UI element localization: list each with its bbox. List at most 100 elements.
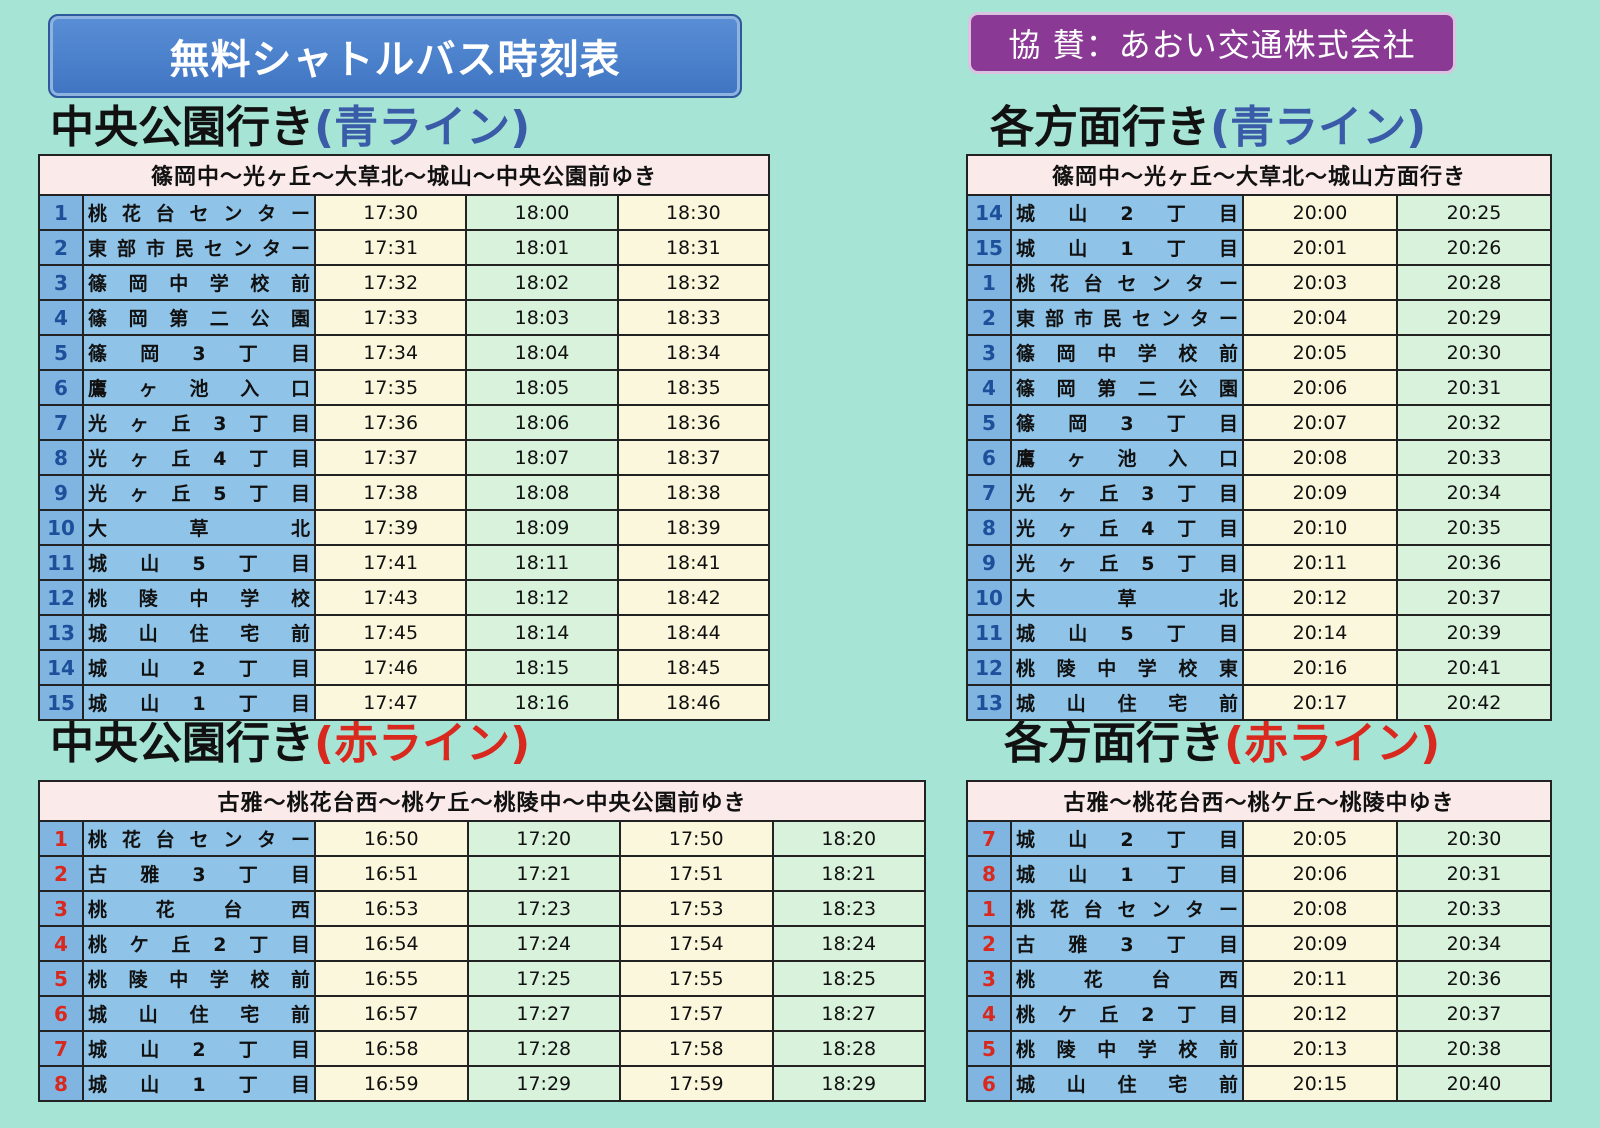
- departure-time: 16:54: [314, 925, 469, 962]
- stop-name: 桃花台西: [1010, 960, 1244, 997]
- stop-number: 9: [38, 474, 84, 511]
- table-row: 7 城山2丁目 16:58 17:28 17:58 18:28: [38, 1030, 926, 1067]
- departure-time: 20:31: [1396, 369, 1552, 406]
- departure-time: 18:16: [465, 684, 619, 721]
- departure-time: 20:26: [1396, 229, 1552, 266]
- departure-time: 17:30: [313, 194, 468, 231]
- page-title: 無料シャトルバス時刻表: [48, 14, 742, 98]
- stop-name: 光ヶ丘3丁目: [82, 404, 316, 441]
- stop-name: 桃陵中学校前: [1010, 1030, 1244, 1067]
- stop-name: 桃陵中学校前: [82, 960, 316, 997]
- table-row: 7 城山2丁目 20:05 20:30: [966, 820, 1552, 857]
- stop-number: 3: [38, 890, 84, 927]
- departure-time: 20:07: [1242, 404, 1398, 441]
- departure-time: 17:39: [313, 509, 468, 546]
- departure-time: 17:43: [313, 579, 468, 616]
- departure-time: 20:06: [1242, 369, 1398, 406]
- departure-time: 17:53: [619, 890, 774, 927]
- departure-time: 16:51: [314, 855, 469, 892]
- heading-central-red: 中央公園行き(赤ライン): [50, 722, 530, 766]
- departure-time: 18:44: [616, 614, 771, 651]
- stop-name: 城山5丁目: [1010, 614, 1244, 651]
- timetable-central-red: 古雅〜桃花台西〜桃ケ丘〜桃陵中〜中央公園前ゆき 1 桃花台センター 16:50 17:2…: [38, 780, 926, 1102]
- table-row: 4 篠岡第二公園 17:33 18:03 18:33: [38, 299, 771, 336]
- departure-time: 18:28: [771, 1030, 926, 1067]
- departure-time: 18:08: [465, 474, 619, 511]
- departure-time: 18:03: [465, 299, 619, 336]
- table-row: 4 桃ケ丘2丁目 16:54 17:24 17:54 18:24: [38, 925, 926, 962]
- departure-time: 18:05: [465, 369, 619, 406]
- stop-name: 鷹ヶ池入口: [82, 369, 316, 406]
- heading-text: 中央公園行き: [50, 718, 314, 769]
- line-label: (赤ライン): [1224, 718, 1441, 769]
- table-row: 6 鷹ヶ池入口 20:08 20:33: [966, 439, 1552, 476]
- table-row: 1 桃花台センター 20:08 20:33: [966, 890, 1552, 927]
- departure-time: 18:37: [616, 439, 771, 476]
- departure-time: 18:11: [465, 544, 619, 581]
- table-row: 8 城山1丁目 20:06 20:31: [966, 855, 1552, 892]
- departure-time: 17:28: [466, 1030, 621, 1067]
- table-row: 5 桃陵中学校前 20:13 20:38: [966, 1030, 1552, 1067]
- stop-number: 11: [966, 614, 1012, 651]
- stop-name: 城山5丁目: [82, 544, 316, 581]
- heading-outbound-blue: 各方面行き(青ライン): [990, 106, 1426, 150]
- stop-number: 3: [38, 264, 84, 301]
- departure-time: 18:07: [465, 439, 619, 476]
- table-row: 10 大草北 17:39 18:09 18:39: [38, 509, 771, 546]
- table-row: 13 城山住宅前 20:17 20:42: [966, 684, 1552, 721]
- stop-name: 篠岡中学校前: [1010, 334, 1244, 371]
- table-row: 4 桃ケ丘2丁目 20:12 20:37: [966, 995, 1552, 1032]
- departure-time: 18:30: [616, 194, 771, 231]
- stop-name: 鷹ヶ池入口: [1010, 439, 1244, 476]
- table-row: 1 桃花台センター 16:50 17:20 17:50 18:20: [38, 820, 926, 857]
- stop-number: 8: [38, 1065, 84, 1102]
- departure-time: 17:24: [466, 925, 621, 962]
- stop-name: 桃花台センター: [82, 194, 316, 231]
- departure-time: 18:41: [616, 544, 771, 581]
- departure-time: 18:36: [616, 404, 771, 441]
- stop-name: 城山住宅前: [1010, 684, 1244, 721]
- table-row: 5 篠岡3丁目 20:07 20:32: [966, 404, 1552, 441]
- stop-name: 桃陵中学校: [82, 579, 316, 616]
- stop-name: 城山住宅前: [1010, 1065, 1244, 1102]
- stop-number: 14: [38, 649, 84, 686]
- table-row: 1 桃花台センター 17:30 18:00 18:30: [38, 194, 771, 231]
- route-header: 篠岡中〜光ヶ丘〜大草北〜城山方面行き: [966, 154, 1552, 196]
- departure-time: 17:59: [619, 1065, 774, 1102]
- stop-name: 光ヶ丘5丁目: [82, 474, 316, 511]
- table-row: 9 光ヶ丘5丁目 20:11 20:36: [966, 544, 1552, 581]
- departure-time: 16:59: [314, 1065, 469, 1102]
- stop-name: 光ヶ丘3丁目: [1010, 474, 1244, 511]
- departure-time: 17:46: [313, 649, 468, 686]
- departure-time: 17:27: [466, 995, 621, 1032]
- table-row: 8 光ヶ丘4丁目 20:10 20:35: [966, 509, 1552, 546]
- stop-name: 城山2丁目: [1010, 820, 1244, 857]
- table-row: 4 篠岡第二公園 20:06 20:31: [966, 369, 1552, 406]
- departure-time: 20:11: [1242, 960, 1398, 997]
- departure-time: 16:53: [314, 890, 469, 927]
- stop-number: 10: [38, 509, 84, 546]
- departure-time: 18:27: [771, 995, 926, 1032]
- table-row: 11 城山5丁目 17:41 18:11 18:41: [38, 544, 771, 581]
- table-row: 3 篠岡中学校前 20:05 20:30: [966, 334, 1552, 371]
- stop-number: 2: [38, 229, 84, 266]
- departure-time: 17:20: [466, 820, 621, 857]
- departure-time: 20:38: [1396, 1030, 1552, 1067]
- departure-time: 20:39: [1396, 614, 1552, 651]
- table-row: 6 鷹ヶ池入口 17:35 18:05 18:35: [38, 369, 771, 406]
- table-row: 6 城山住宅前 20:15 20:40: [966, 1065, 1552, 1102]
- stop-number: 6: [38, 995, 84, 1032]
- departure-time: 18:06: [465, 404, 619, 441]
- timetable-central-blue: 篠岡中〜光ヶ丘〜大草北〜城山〜中央公園前ゆき 1 桃花台センター 17:30 18:00…: [38, 154, 771, 721]
- departure-time: 20:36: [1396, 960, 1552, 997]
- departure-time: 18:01: [465, 229, 619, 266]
- stop-name: 篠岡第二公園: [82, 299, 316, 336]
- stop-name: 城山1丁目: [1010, 855, 1244, 892]
- departure-time: 20:11: [1242, 544, 1398, 581]
- stop-number: 4: [38, 925, 84, 962]
- departure-time: 20:03: [1242, 264, 1398, 301]
- departure-time: 17:34: [313, 334, 468, 371]
- stop-name: 光ヶ丘5丁目: [1010, 544, 1244, 581]
- table-row: 11 城山5丁目 20:14 20:39: [966, 614, 1552, 651]
- stop-name: 桃花台センター: [82, 820, 316, 857]
